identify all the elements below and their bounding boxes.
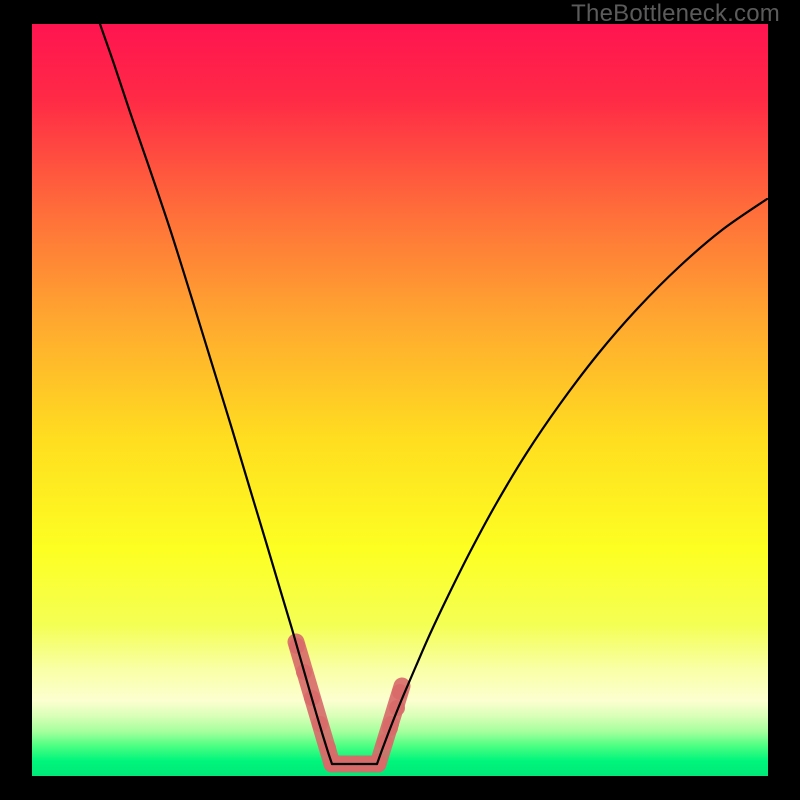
watermark-text: TheBottleneck.com [571, 0, 780, 28]
plot-area [32, 24, 768, 776]
frame: TheBottleneck.com [0, 0, 800, 800]
bottleneck-curve [32, 24, 768, 776]
